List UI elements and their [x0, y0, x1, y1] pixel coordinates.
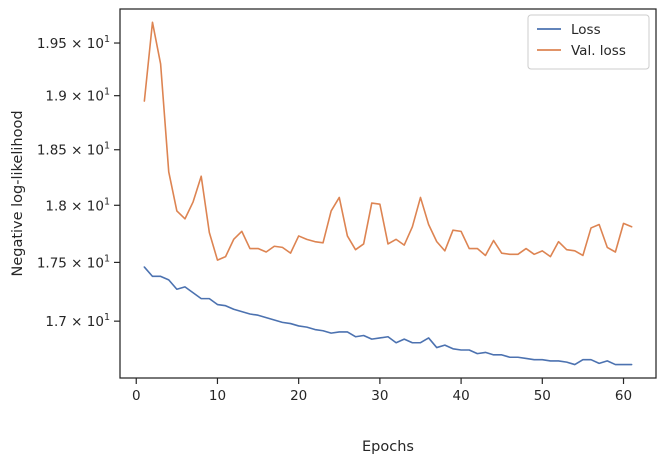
- x-tick-label: 10: [209, 388, 226, 404]
- y-tick-label: 1.7 × 101: [45, 312, 110, 330]
- y-tick-label: 1.75 × 101: [37, 253, 110, 271]
- ticks-layer: 0 10 20 30 40 50 60 1.7 × 101 1.75 × 101 1.8 × 10…: [37, 34, 632, 404]
- y-tick-label: 1.9 × 101: [45, 87, 110, 105]
- x-tick-label: 60: [615, 388, 632, 404]
- y-tick-label: 1.95 × 101: [37, 34, 110, 52]
- series-line-0: [143, 266, 633, 366]
- y-tick-label: 1.8 × 101: [45, 196, 110, 214]
- plot-frame: [119, 8, 657, 379]
- y-axis-label: Negative log-likelihood: [10, 110, 26, 276]
- legend: Loss Val. loss: [527, 14, 650, 70]
- series-layer: [143, 21, 633, 366]
- x-tick-label: 0: [132, 388, 141, 404]
- legend-label-1: Val. loss: [571, 43, 626, 59]
- x-tick-label: 40: [452, 388, 469, 404]
- legend-label-0: Loss: [571, 22, 601, 38]
- y-tick-label: 1.85 × 101: [37, 141, 110, 159]
- x-axis-label: Epochs: [362, 439, 414, 455]
- x-tick-label: 20: [290, 388, 307, 404]
- x-tick-label: 50: [534, 388, 551, 404]
- series-line-1: [143, 21, 633, 261]
- x-tick-label: 30: [371, 388, 388, 404]
